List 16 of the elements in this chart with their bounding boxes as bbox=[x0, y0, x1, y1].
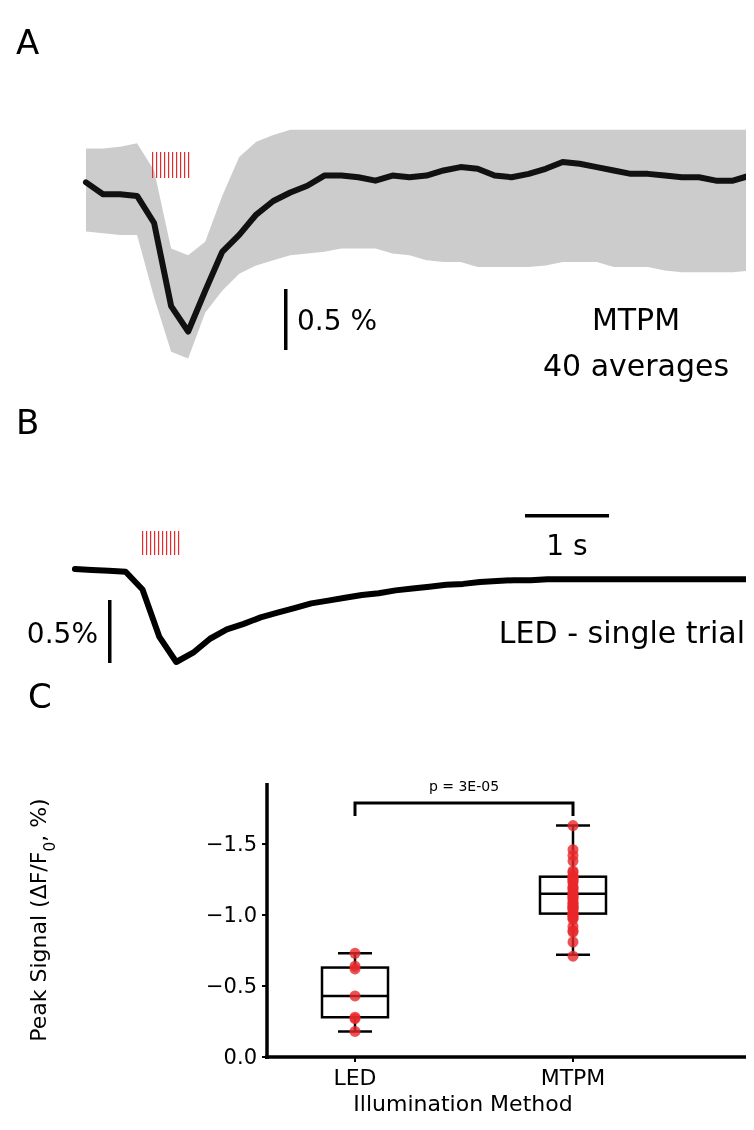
y-tick-label: −0.5 bbox=[206, 974, 257, 999]
y-tick-label: −1.5 bbox=[206, 832, 257, 857]
text: 40 averages bbox=[542, 348, 730, 383]
text: 1 s bbox=[546, 529, 588, 562]
x-axis-title: Illumination Method bbox=[353, 1091, 573, 1116]
annotation: MTPM bbox=[591, 302, 681, 337]
chart-title: B bbox=[16, 402, 40, 442]
chart-title: C bbox=[28, 676, 52, 716]
annotation: LED - single trial bbox=[498, 615, 745, 650]
y-tick-label: 0.0 bbox=[223, 1045, 257, 1070]
annotation: 0.5 % bbox=[297, 304, 378, 337]
annotation: p = 3E-05 bbox=[428, 778, 500, 794]
y-tick-label: −1.0 bbox=[206, 903, 257, 928]
annotation: 0.5% bbox=[26, 617, 98, 650]
chart-title: A bbox=[16, 22, 40, 62]
x-tick-label: LED bbox=[333, 1065, 377, 1090]
